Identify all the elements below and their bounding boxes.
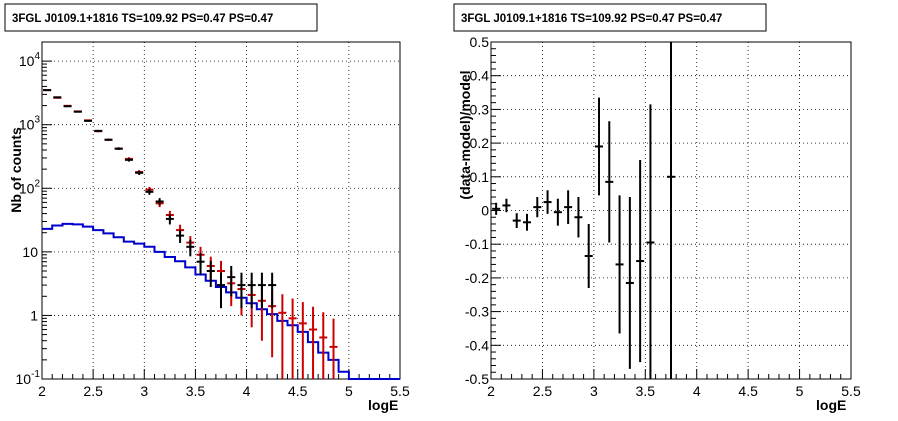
y-tick-label: -0.2: [465, 270, 489, 286]
y-tick-label: 10-1: [16, 369, 41, 387]
x-tick-label: 5.5: [390, 383, 410, 399]
x-tick-label: 4.5: [738, 383, 758, 399]
counts-plot: 2 2.5 3 3.5 4 4.5 5 5.5 10-1 1 10 102 103 104: [16, 41, 410, 399]
y-tick-label: 0.2: [470, 135, 490, 151]
data-point: [247, 272, 256, 309]
x-tick-label: 3.5: [186, 383, 206, 399]
model-point: [329, 318, 338, 379]
x-tick-label: 5: [796, 383, 804, 399]
data-point: [124, 158, 133, 162]
residual-point: [543, 190, 552, 214]
y-tick-label: 0.1: [470, 169, 490, 185]
data-point: [176, 229, 185, 243]
data-point: [155, 198, 164, 206]
right-title: 3FGL J0109.1+1816 TS=109.92 PS=0.47 PS=0…: [461, 13, 722, 25]
residual-plot: 2 2.5 3 3.5 4 4.5 5 5.5 -0.5 -0.4 -0.3 -0.2 -0.1 0 0.1…: [465, 34, 861, 399]
residual-point: [625, 197, 634, 369]
x-tick-label: 3: [140, 383, 148, 399]
left-title: 3FGL J0109.1+1816 TS=109.92 PS=0.47 PS=0…: [12, 13, 273, 25]
model-point: [309, 306, 318, 379]
data-point: [206, 260, 215, 288]
left-x-axis-label: logE: [368, 397, 398, 413]
y-tick-label: 10: [22, 244, 38, 260]
model-point: [298, 302, 307, 379]
data-point: [73, 110, 82, 113]
data-point: [165, 214, 174, 225]
residual-point: [605, 121, 614, 243]
right-x-axis-label: logE: [816, 397, 846, 413]
y-tick-label: -0.3: [465, 304, 489, 320]
residual-point: [553, 198, 562, 226]
y-tick-label: 102: [19, 178, 41, 196]
x-tick-label: 4: [243, 383, 251, 399]
y-tick-label: 0.3: [470, 101, 490, 117]
residual-point: [533, 197, 542, 218]
x-tick-label: 3: [590, 383, 598, 399]
data-point: [196, 252, 205, 275]
left-y-axis-label: Nb of counts: [8, 127, 24, 213]
data-point: [53, 96, 62, 99]
x-tick-label: 2: [38, 383, 46, 399]
residual-point: [636, 159, 645, 363]
x-tick-label: 3.5: [636, 383, 656, 399]
model-point: [319, 312, 328, 379]
y-tick-label: 0.4: [470, 68, 490, 84]
residual-point: [523, 213, 531, 231]
x-tick-label: 5.5: [841, 383, 861, 399]
x-tick-label: 4: [693, 383, 701, 399]
residual-point: [646, 104, 655, 379]
residual-point: [492, 202, 501, 215]
residual-point: [615, 195, 624, 334]
y-tick-label: 1: [30, 307, 38, 323]
data-point: [135, 170, 144, 175]
model-point: [288, 298, 297, 379]
data-point: [114, 147, 123, 151]
y-tick-label: 103: [19, 115, 41, 133]
x-tick-label: 2.5: [533, 383, 553, 399]
plot-frame: [41, 41, 401, 380]
residual-point: [564, 190, 573, 224]
x-tick-label: 4.5: [288, 383, 308, 399]
residual-point: [595, 97, 603, 196]
y-tick-label: 0.5: [470, 34, 490, 50]
data-point: [43, 89, 52, 92]
data-point: [145, 189, 154, 195]
residual-point: [512, 213, 521, 229]
y-tick-label: 0: [481, 203, 489, 219]
left-title-box: 3FGL J0109.1+1816 TS=109.92 PS=0.47 PS=0…: [4, 3, 318, 32]
residual-point: [584, 223, 593, 289]
y-tick-label: 104: [19, 51, 41, 69]
x-tick-label: 5: [345, 383, 353, 399]
data-point: [257, 272, 266, 309]
y-tick-label: -0.4: [465, 337, 489, 353]
data-point: [237, 272, 246, 309]
data-point: [217, 272, 225, 309]
model-point: [278, 294, 287, 379]
data-point: [94, 129, 103, 132]
data-point: [104, 138, 113, 141]
residual-point: [574, 197, 583, 238]
residual-point: [502, 198, 511, 213]
data-point: [227, 265, 236, 297]
residual-point: [667, 42, 675, 379]
x-tick-label: 2.5: [83, 383, 103, 399]
y-tick-label: -0.1: [465, 236, 489, 252]
right-title-box: 3FGL J0109.1+1816 TS=109.92 PS=0.47 PS=0…: [453, 3, 767, 32]
data-point: [63, 105, 72, 108]
right-y-axis-label: (data-model)/model: [457, 70, 473, 199]
y-tick-label: -0.5: [465, 371, 489, 387]
data-point: [268, 272, 277, 309]
data-point: [84, 119, 93, 122]
data-point: [186, 239, 195, 257]
x-tick-label: 2: [487, 383, 495, 399]
